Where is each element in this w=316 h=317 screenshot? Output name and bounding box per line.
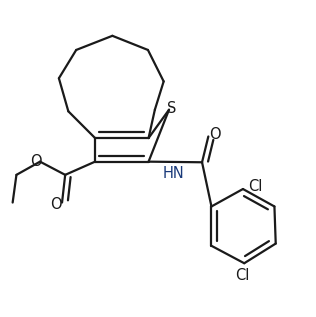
Text: O: O	[51, 197, 62, 212]
Text: Cl: Cl	[235, 268, 250, 283]
Text: HN: HN	[163, 166, 185, 181]
Text: Cl: Cl	[248, 179, 263, 194]
Text: O: O	[30, 153, 41, 169]
Text: O: O	[210, 127, 221, 142]
Text: S: S	[167, 101, 177, 116]
